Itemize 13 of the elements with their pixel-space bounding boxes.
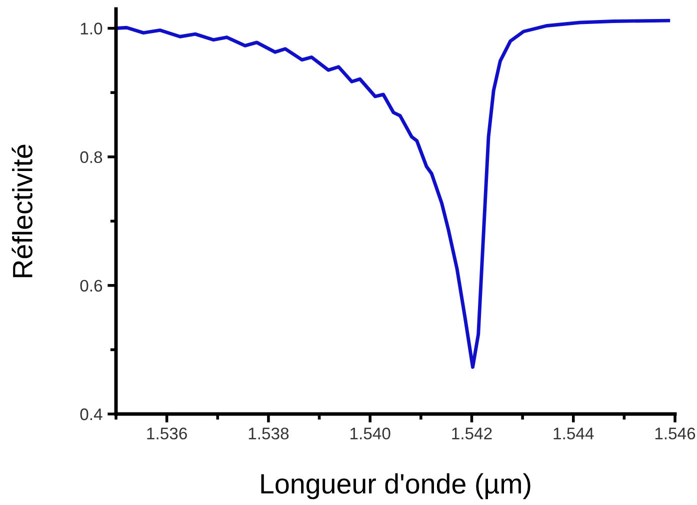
y-tick-label: 0.4 [80, 408, 102, 420]
y-tick-label: 0.6 [80, 280, 102, 292]
y-tick-label: 0.8 [80, 151, 102, 164]
y-axis-title: Réflectivité [12, 144, 32, 278]
y-tick-label: 1.0 [80, 22, 102, 34]
x-tick-label: 1.544 [554, 428, 594, 440]
x-tick-label: 1.546 [655, 428, 696, 440]
x-tick-label: 1.542 [452, 428, 492, 440]
x-axis-title: Longueur d'onde (µm) [261, 473, 530, 500]
line-series [116, 18, 670, 369]
x-tick-label: 1.538 [248, 428, 289, 440]
x-tick-label: 1.536 [147, 428, 187, 440]
x-tick-label: 1.540 [350, 428, 390, 440]
